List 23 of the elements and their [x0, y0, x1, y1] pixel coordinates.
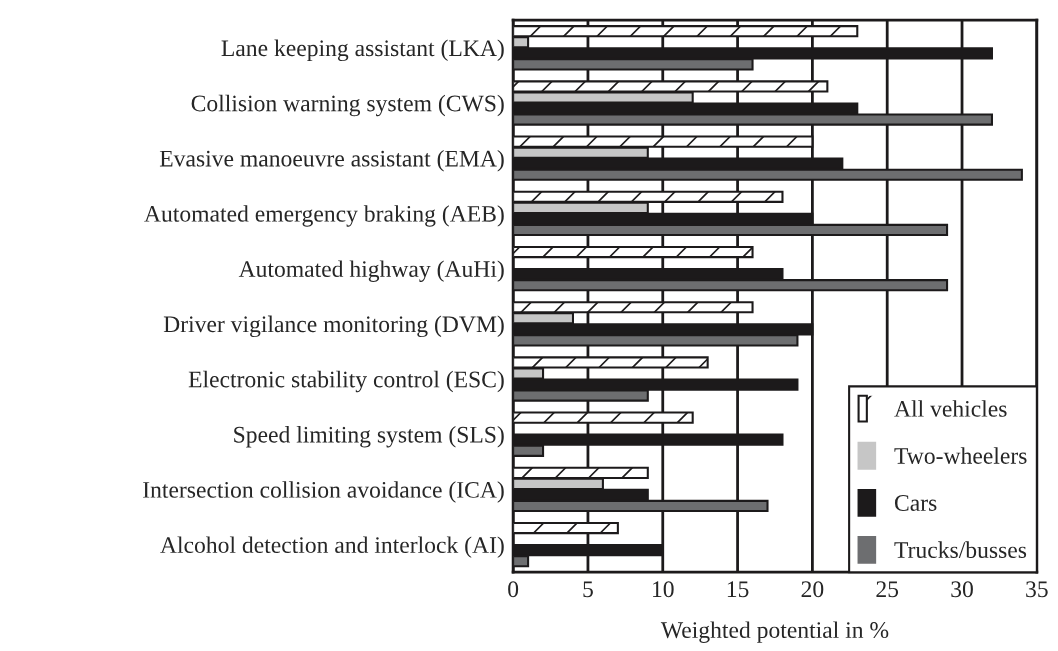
x-tick-label: 25 — [876, 581, 899, 598]
x-tick-label: 30 — [951, 581, 973, 598]
legend-label: All vehicles — [894, 400, 1007, 417]
x-axis-title: Weighted potential in % — [660, 621, 889, 643]
x-tick-label: 15 — [727, 581, 749, 598]
y-tick-label: Evasive manoeuvre assistant (EMA) — [159, 150, 504, 172]
legend-label: Cars — [894, 495, 937, 511]
x-tick-label: 5 — [583, 581, 593, 598]
legend-label: Two-wheelers — [894, 447, 1027, 464]
y-tick-label: Speed limiting system (SLS) — [234, 426, 504, 448]
y-tick-label: Lane keeping assistant (LKA) — [221, 39, 504, 62]
y-tick-label: Automated highway (AuHi) — [238, 260, 504, 282]
legend-label: Trucks/busses — [894, 541, 1027, 558]
y-tick-label: Automated emergency braking (AEB) — [144, 205, 504, 227]
x-tick-label: 10 — [653, 581, 674, 598]
y-tick-label: Intersection collision avoidance (ICA) — [143, 481, 504, 503]
x-tick-label: 0 — [508, 581, 519, 598]
x-tick-label: 20 — [801, 581, 824, 598]
y-tick-label: Collision warning system (CWS) — [191, 94, 504, 117]
y-tick-label: Driver vigilance monitoring (DVM) — [163, 315, 504, 338]
y-tick-label: Electronic stability control (ESC) — [188, 370, 504, 393]
x-tick-label: 35 — [1026, 581, 1048, 598]
y-tick-label: Alcohol detection and interlock (AI) — [160, 536, 504, 558]
